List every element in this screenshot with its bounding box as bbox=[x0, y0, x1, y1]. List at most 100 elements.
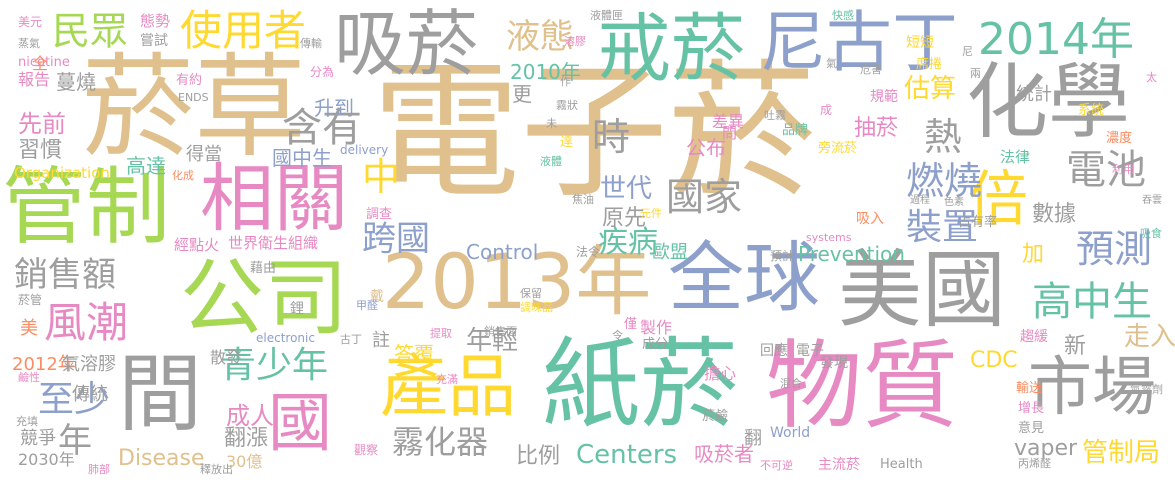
word: delivery bbox=[340, 143, 389, 157]
word: 世代 bbox=[600, 174, 653, 204]
word: 甲醛 bbox=[356, 299, 378, 312]
word: 調查 bbox=[366, 207, 393, 222]
word: 古丁 bbox=[340, 333, 362, 346]
word: 主流菸 bbox=[818, 457, 860, 473]
word: 菸鹼 bbox=[702, 409, 729, 424]
word: 吞雲 bbox=[1142, 195, 1162, 206]
word: 倍 bbox=[968, 165, 1028, 235]
word: 調味品 bbox=[520, 301, 553, 314]
word: 裝置 bbox=[906, 207, 979, 248]
word: 成人 bbox=[226, 402, 274, 430]
word: 丙烯醛 bbox=[1018, 457, 1051, 470]
word: 2010年 bbox=[510, 60, 581, 84]
word: 疾病 bbox=[598, 225, 658, 260]
word: 國 bbox=[268, 387, 332, 461]
word: 作 bbox=[560, 75, 571, 88]
word: 翻 bbox=[744, 428, 762, 449]
word: 全 bbox=[32, 54, 49, 73]
word: 太 bbox=[1146, 71, 1157, 84]
word: 僅 bbox=[624, 317, 638, 332]
word: 公布 bbox=[686, 136, 726, 160]
word: 美國 bbox=[838, 241, 1007, 339]
word: 色素 bbox=[944, 197, 964, 208]
word: 散發 bbox=[210, 348, 243, 367]
word: 擔心 bbox=[704, 364, 737, 383]
word: 經點火 bbox=[174, 236, 220, 254]
word: 得當 bbox=[186, 144, 222, 165]
word: 品牌 bbox=[782, 123, 809, 138]
word: 翻漲 bbox=[224, 426, 269, 451]
word: 充填 bbox=[16, 415, 38, 428]
word: 危害 bbox=[860, 63, 882, 76]
word: 釋放出 bbox=[200, 463, 233, 476]
word: 席捲 bbox=[916, 57, 943, 72]
word: 液體 bbox=[540, 155, 562, 168]
word: 相關 bbox=[200, 156, 348, 242]
word: 管制 bbox=[2, 158, 171, 256]
word: 間 bbox=[118, 345, 203, 443]
word: 觀察 bbox=[354, 443, 379, 457]
word: 趨緩 bbox=[1020, 329, 1048, 345]
word: 鋰 bbox=[290, 301, 304, 317]
word: 產品 bbox=[380, 348, 517, 427]
word: Disease bbox=[118, 446, 205, 471]
word: 使用者 bbox=[180, 6, 307, 55]
word: 銷售額 bbox=[14, 255, 116, 295]
word: 至少 bbox=[38, 379, 111, 420]
word: 統計 bbox=[1016, 84, 1052, 105]
word: 元件 bbox=[640, 207, 662, 220]
word: 中 bbox=[362, 155, 401, 199]
word: 美元 bbox=[18, 15, 43, 29]
word: 歐盟 bbox=[652, 242, 688, 263]
word: nicotine bbox=[18, 55, 70, 70]
word: 競爭 bbox=[20, 428, 56, 449]
word: 2030年 bbox=[18, 450, 75, 469]
word: electronic bbox=[256, 331, 315, 345]
word: 菸草 bbox=[82, 43, 306, 173]
word: 戴 bbox=[370, 289, 384, 305]
word: 法令 bbox=[576, 245, 601, 259]
word: 估算 bbox=[904, 74, 957, 104]
word: 國家 bbox=[666, 175, 743, 219]
word: 跨國 bbox=[362, 219, 430, 259]
word: 吸食 bbox=[1140, 227, 1162, 240]
word: 令 bbox=[612, 329, 623, 342]
word: 過程 bbox=[910, 195, 930, 206]
word: 原先 bbox=[602, 206, 647, 231]
word: 意見 bbox=[1018, 421, 1045, 436]
word: 傳輸 bbox=[300, 37, 322, 50]
word: 電池 bbox=[1066, 147, 1146, 193]
word: Organization bbox=[14, 164, 110, 182]
word: Health bbox=[880, 457, 923, 472]
word: 預測 bbox=[1076, 227, 1153, 271]
word: 燃燒 bbox=[906, 159, 983, 203]
word: 提取 bbox=[430, 327, 452, 340]
word: 含有 bbox=[282, 105, 362, 151]
word: 年 bbox=[58, 421, 92, 461]
word: 鹼性 bbox=[18, 371, 40, 384]
word: 化學 bbox=[966, 55, 1131, 150]
word: 肺部 bbox=[88, 463, 110, 476]
word: 混合 bbox=[780, 377, 802, 390]
word: 尼 bbox=[962, 45, 973, 58]
word: 先前 bbox=[18, 110, 66, 138]
word: 高達 bbox=[126, 154, 166, 178]
word: 註 bbox=[372, 330, 390, 351]
word: 菸管 bbox=[18, 293, 43, 307]
word: 數據 bbox=[1032, 202, 1077, 227]
word: 青少年 bbox=[220, 345, 329, 386]
word: 液態 bbox=[506, 17, 574, 57]
word: 吐霧 bbox=[764, 109, 786, 122]
word: 氣溶膠 bbox=[62, 354, 116, 375]
word: 電子 bbox=[796, 343, 824, 359]
word: 成 bbox=[820, 103, 833, 117]
word: 霧狀 bbox=[556, 99, 578, 112]
word: 保留 bbox=[520, 287, 542, 300]
word: 走入 bbox=[1124, 322, 1175, 352]
word: 蔓燒 bbox=[56, 70, 96, 94]
word: 新 bbox=[1064, 334, 1087, 359]
word: 美 bbox=[20, 318, 38, 339]
word: 傳統 bbox=[72, 384, 108, 405]
word: 熱 bbox=[924, 115, 963, 159]
